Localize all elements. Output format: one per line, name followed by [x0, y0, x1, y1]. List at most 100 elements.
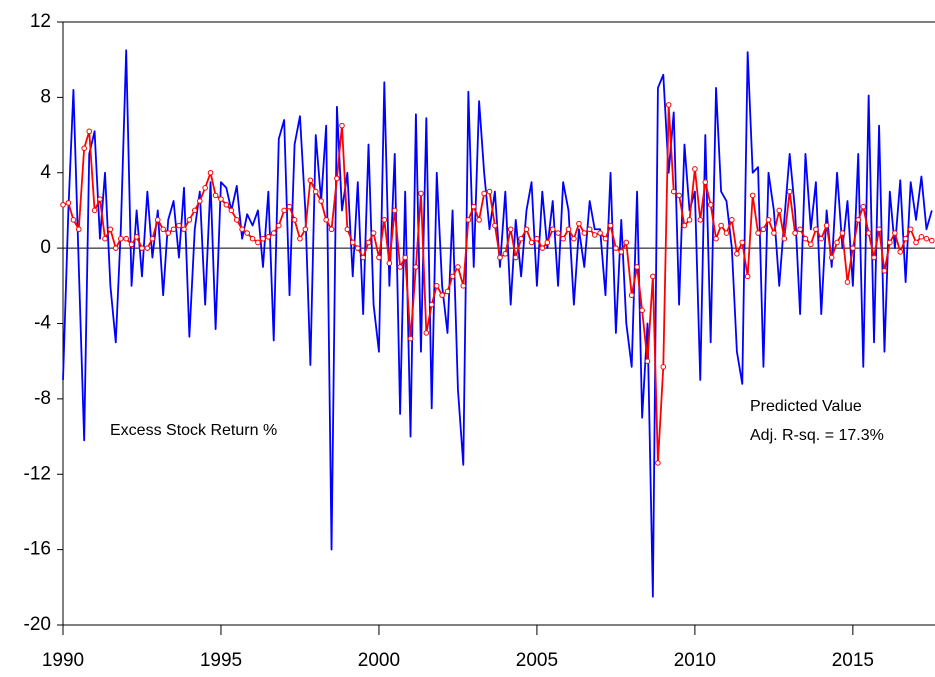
point-marker — [334, 175, 340, 182]
point-marker — [275, 222, 282, 229]
point-marker — [112, 245, 119, 251]
point-marker — [397, 264, 403, 270]
point-marker — [455, 264, 461, 270]
point-marker — [839, 230, 846, 236]
point-marker — [744, 273, 751, 280]
point-marker — [70, 217, 77, 223]
x-tick-label: 2000 — [358, 650, 400, 671]
point-marker — [218, 196, 224, 202]
point-marker — [897, 249, 904, 255]
point-marker — [549, 226, 556, 233]
point-marker — [844, 279, 851, 285]
point-marker — [702, 179, 709, 185]
point-marker — [339, 122, 345, 129]
point-marker — [223, 201, 230, 208]
point-marker — [707, 201, 714, 208]
point-marker — [681, 222, 688, 229]
point-marker — [581, 230, 588, 236]
point-marker — [902, 235, 909, 242]
point-marker — [670, 188, 677, 195]
y-tick-label: 0 — [40, 237, 51, 258]
x-tick-label: 1995 — [200, 650, 242, 671]
point-marker — [650, 273, 656, 280]
point-marker — [328, 226, 335, 233]
point-marker — [128, 241, 135, 248]
point-marker — [312, 188, 319, 195]
point-marker — [423, 330, 430, 336]
point-marker — [534, 235, 540, 242]
point-marker — [607, 222, 614, 229]
point-marker — [576, 220, 582, 227]
point-marker — [349, 239, 356, 246]
point-marker — [765, 217, 772, 223]
point-marker — [118, 235, 124, 242]
point-marker — [165, 230, 172, 236]
point-marker — [781, 235, 788, 242]
point-marker — [281, 207, 287, 214]
point-marker — [344, 226, 351, 233]
point-marker — [270, 230, 277, 236]
point-marker — [233, 217, 240, 223]
point-marker — [929, 237, 935, 244]
point-marker — [623, 239, 630, 246]
point-marker — [697, 217, 704, 223]
point-marker — [244, 230, 250, 236]
point-marker — [465, 217, 472, 223]
point-marker — [323, 217, 329, 223]
series-label: Predicted Value — [750, 398, 862, 415]
point-marker — [249, 235, 256, 242]
x-tick-label: 1990 — [42, 650, 84, 671]
point-marker — [865, 230, 872, 236]
point-marker — [713, 235, 719, 242]
point-marker — [197, 198, 203, 204]
point-marker — [170, 226, 177, 233]
series-label: Excess Stock Return % — [110, 422, 277, 439]
point-marker — [91, 207, 98, 214]
point-marker — [449, 273, 456, 280]
x-tick-label: 2005 — [516, 650, 558, 671]
point-marker — [407, 335, 414, 342]
point-marker — [739, 239, 746, 246]
point-marker — [628, 292, 635, 299]
point-marker — [360, 254, 366, 261]
point-marker — [560, 235, 566, 242]
point-marker — [386, 260, 393, 267]
point-marker — [497, 254, 503, 261]
point-marker — [887, 239, 893, 246]
y-tick-label: -20 — [24, 614, 51, 635]
point-marker — [881, 267, 888, 274]
point-marker — [86, 128, 93, 135]
point-marker — [102, 235, 108, 242]
point-marker — [602, 235, 609, 242]
point-marker — [75, 226, 82, 233]
point-marker — [749, 192, 756, 199]
point-marker — [433, 283, 440, 289]
point-marker — [123, 235, 129, 242]
point-marker — [492, 222, 498, 229]
point-marker — [318, 198, 324, 204]
point-marker — [792, 230, 798, 236]
point-marker — [365, 239, 372, 246]
point-marker — [181, 226, 187, 233]
point-marker — [591, 232, 598, 238]
point-marker — [892, 230, 898, 236]
point-marker — [855, 217, 862, 223]
point-marker — [913, 239, 919, 246]
point-marker — [265, 234, 272, 240]
point-marker — [776, 207, 783, 214]
point-marker — [539, 245, 546, 251]
point-marker — [418, 190, 424, 197]
point-marker — [239, 226, 245, 233]
point-marker — [154, 217, 161, 223]
point-marker — [718, 222, 724, 229]
point-marker — [507, 226, 514, 233]
point-marker — [207, 169, 214, 176]
point-marker — [144, 245, 151, 251]
point-marker — [307, 177, 314, 184]
point-marker — [139, 245, 145, 251]
point-marker — [460, 283, 467, 289]
point-marker — [302, 226, 309, 233]
point-marker — [481, 190, 487, 197]
point-marker — [734, 250, 740, 257]
